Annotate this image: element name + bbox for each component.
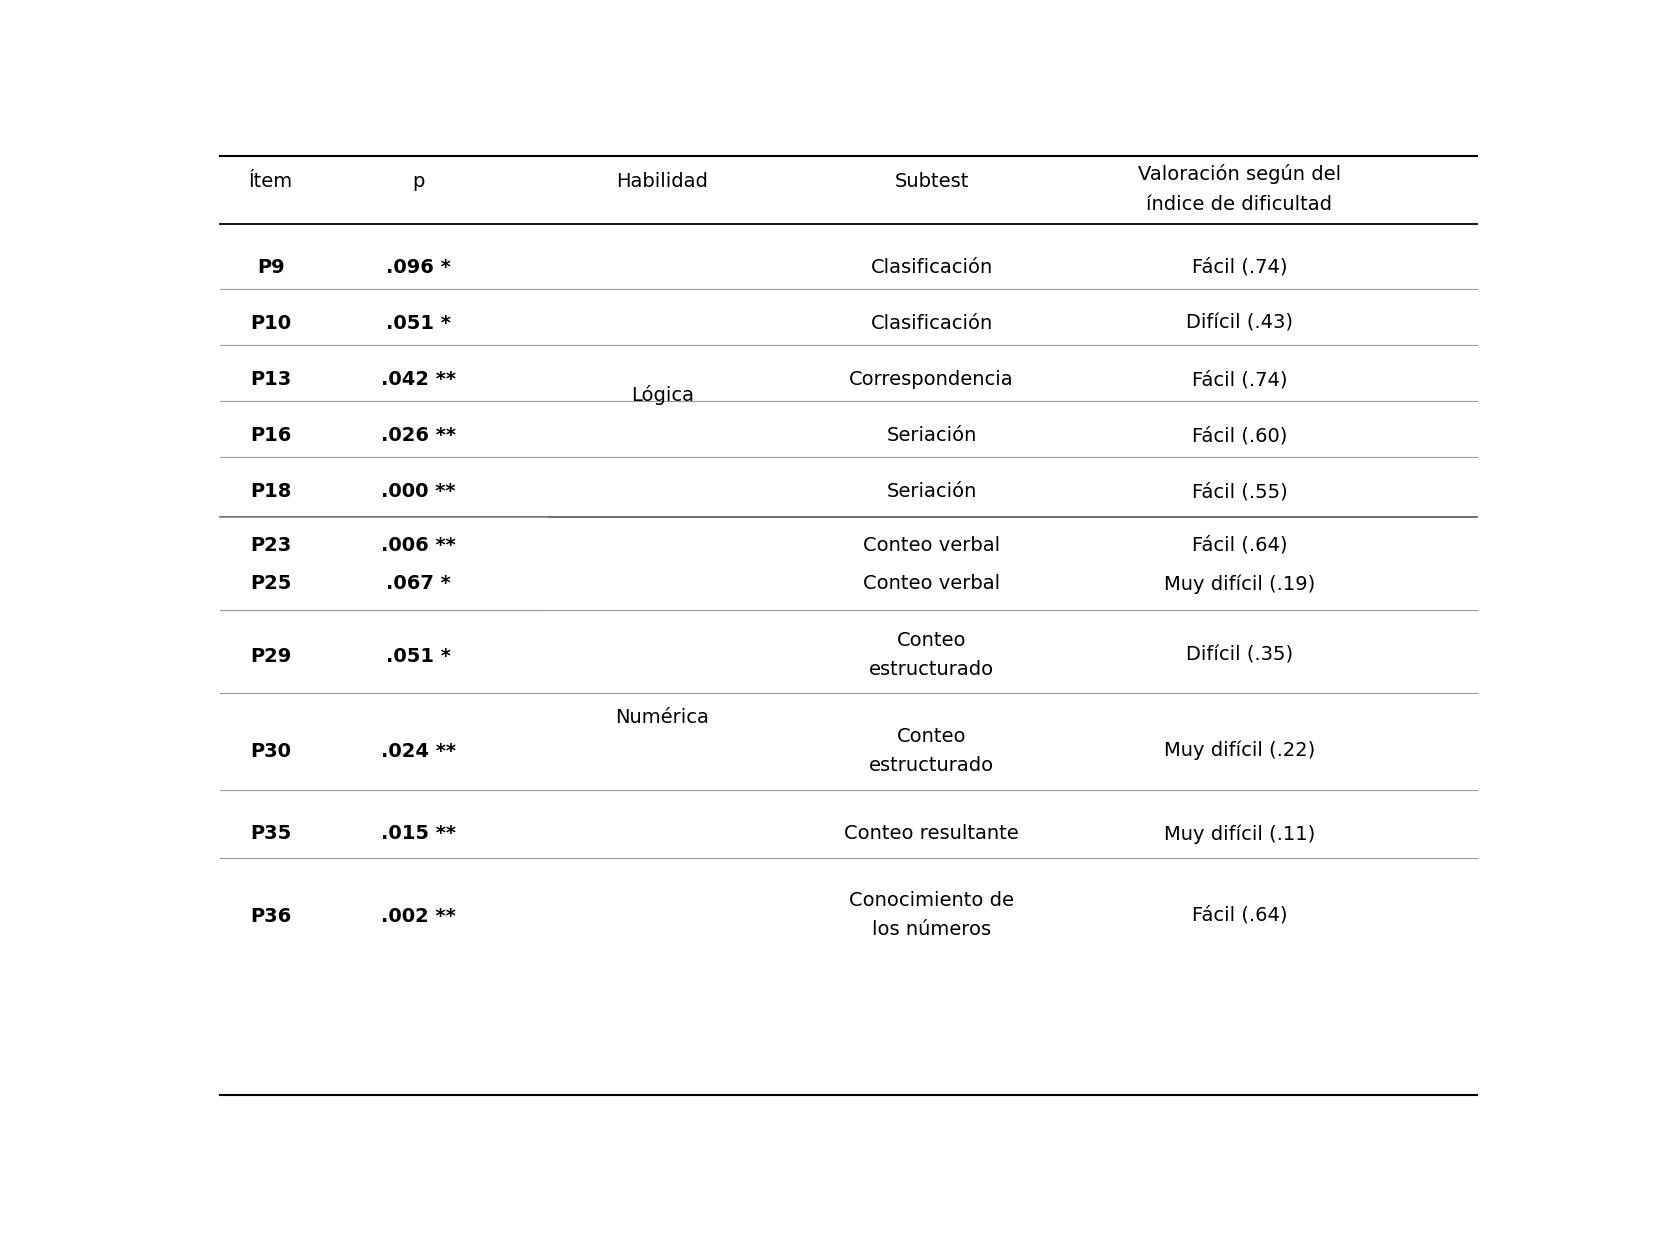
Text: Conteo verbal: Conteo verbal: [862, 536, 1000, 555]
Text: .002 **: .002 **: [381, 907, 455, 926]
Text: Clasificación: Clasificación: [871, 258, 993, 277]
Text: .000 **: .000 **: [381, 482, 455, 502]
Text: Correspondencia: Correspondencia: [849, 370, 1015, 389]
Text: .015 **: .015 **: [381, 824, 457, 843]
Text: Difícil (.35): Difícil (.35): [1187, 645, 1293, 664]
Text: .026 **: .026 **: [381, 426, 457, 445]
Text: Fácil (.64): Fácil (.64): [1192, 536, 1288, 555]
Text: Muy difícil (.19): Muy difícil (.19): [1163, 574, 1316, 594]
Text: Fácil (.60): Fácil (.60): [1192, 426, 1288, 445]
Text: P10: P10: [250, 314, 291, 333]
Text: Seriación: Seriación: [887, 426, 976, 445]
Text: Valoración según del: Valoración según del: [1139, 165, 1341, 184]
Text: Fácil (.55): Fácil (.55): [1192, 482, 1288, 502]
Text: P18: P18: [250, 482, 291, 502]
Text: Seriación: Seriación: [887, 482, 976, 502]
Text: .006 **: .006 **: [381, 536, 455, 555]
Text: Fácil (.64): Fácil (.64): [1192, 906, 1288, 925]
Text: Habilidad: Habilidad: [616, 172, 708, 191]
Text: estructurado: estructurado: [869, 756, 995, 775]
Text: Difícil (.43): Difícil (.43): [1187, 314, 1293, 333]
Text: P30: P30: [250, 742, 291, 761]
Text: Numérica: Numérica: [616, 708, 708, 727]
Text: .067 *: .067 *: [386, 575, 450, 594]
Text: P35: P35: [250, 824, 291, 843]
Text: P29: P29: [250, 647, 291, 665]
Text: .042 **: .042 **: [381, 370, 457, 389]
Text: P16: P16: [250, 426, 291, 445]
Text: Conteo resultante: Conteo resultante: [844, 824, 1019, 843]
Text: P25: P25: [250, 575, 291, 594]
Text: Conteo verbal: Conteo verbal: [862, 575, 1000, 594]
Text: Subtest: Subtest: [894, 172, 968, 191]
Text: Conocimiento de: Conocimiento de: [849, 891, 1015, 911]
Text: P13: P13: [250, 370, 291, 389]
Text: los números: los números: [872, 921, 991, 940]
Text: .051 *: .051 *: [386, 647, 450, 665]
Text: Fácil (.74): Fácil (.74): [1192, 370, 1288, 389]
Text: Muy difícil (.22): Muy difícil (.22): [1163, 741, 1316, 760]
Text: Fácil (.74): Fácil (.74): [1192, 258, 1288, 277]
Text: .051 *: .051 *: [386, 314, 450, 333]
Text: P9: P9: [257, 258, 285, 277]
Text: Lógica: Lógica: [631, 385, 693, 405]
Text: .096 *: .096 *: [386, 258, 450, 277]
Text: Ítem: Ítem: [248, 172, 293, 191]
Text: Conteo: Conteo: [897, 630, 967, 649]
Text: estructurado: estructurado: [869, 659, 995, 679]
Text: .024 **: .024 **: [381, 742, 457, 761]
Text: Muy difícil (.11): Muy difícil (.11): [1163, 824, 1316, 844]
Text: índice de dificultad: índice de dificultad: [1147, 195, 1332, 214]
Text: Conteo: Conteo: [897, 727, 967, 746]
Text: p: p: [412, 172, 425, 191]
Text: P36: P36: [250, 907, 291, 926]
Text: Clasificación: Clasificación: [871, 314, 993, 333]
Text: P23: P23: [250, 536, 291, 555]
